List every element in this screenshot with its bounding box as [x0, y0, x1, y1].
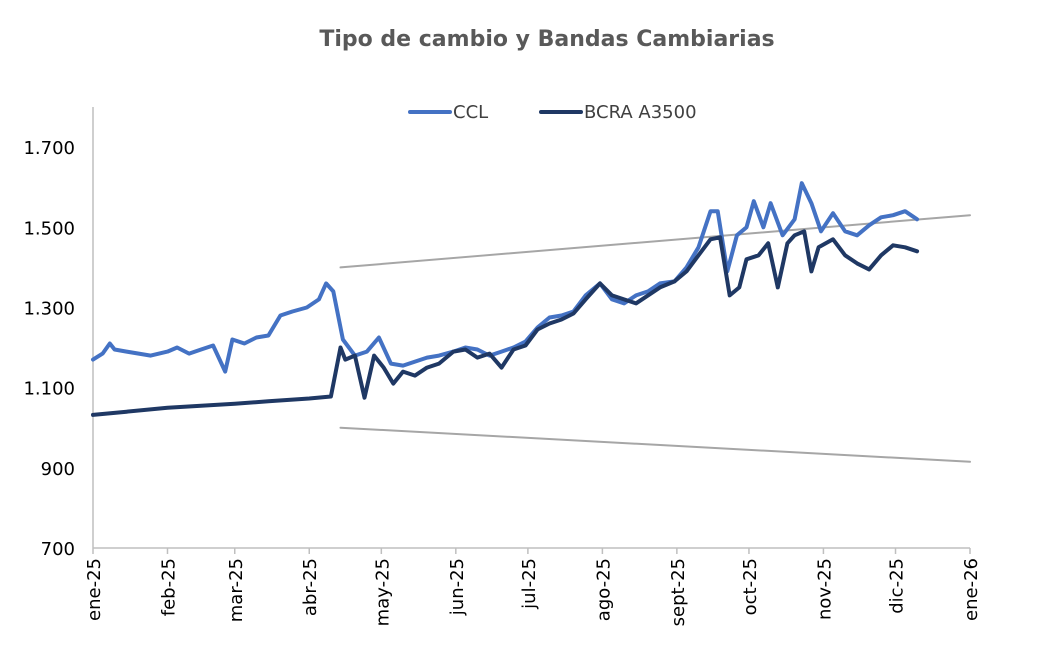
legend-label: CCL	[453, 102, 488, 123]
chart-title: Tipo de cambio y Bandas Cambiarias	[319, 27, 775, 52]
legend: CCL BCRA A3500	[408, 102, 697, 123]
series-line	[91, 229, 920, 417]
x-tick-label: jul-25	[519, 558, 540, 610]
x-tick-label: feb-25	[158, 558, 179, 616]
x-tick-label: sept-25	[668, 558, 689, 626]
x-tick-label: may-25	[372, 558, 393, 626]
x-tick-label: dic-25	[887, 558, 908, 614]
axes: 700 900 1.100 1.300 1.500 1.700 ene-25 feb-25 ma…	[23, 107, 982, 626]
x-tick-label: oct-25	[740, 558, 761, 615]
series-layer	[91, 181, 971, 463]
x-tick-label: ago-25	[593, 558, 614, 621]
x-tick-label: jun-25	[447, 558, 468, 616]
y-tick-label: 900	[41, 459, 75, 480]
band-line	[339, 426, 971, 463]
legend-label: BCRA A3500	[584, 102, 697, 123]
x-tick-label: ene-26	[961, 558, 982, 621]
x-tick-label: mar-25	[226, 558, 247, 622]
y-tick-label: 1.700	[23, 138, 75, 159]
band-line	[339, 214, 971, 269]
y-tick-label: 1.300	[23, 298, 75, 319]
series-line	[91, 181, 920, 374]
x-tick-label: abr-25	[300, 558, 321, 616]
y-tick-label: 700	[41, 539, 75, 560]
x-tick-label: ene-25	[84, 558, 105, 621]
x-tick-label: nov-25	[814, 558, 835, 620]
y-tick-label: 1.500	[23, 218, 75, 239]
y-tick-label: 1.100	[23, 379, 75, 400]
